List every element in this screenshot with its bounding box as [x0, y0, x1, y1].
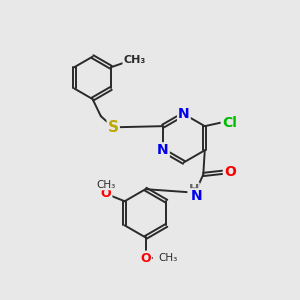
Text: CH₃: CH₃: [97, 180, 116, 190]
Text: S: S: [108, 120, 119, 135]
Text: O: O: [140, 252, 151, 265]
Text: Cl: Cl: [222, 116, 237, 130]
Text: CH₃: CH₃: [158, 253, 177, 263]
Text: N: N: [191, 189, 202, 203]
Text: O: O: [101, 187, 111, 200]
Text: N: N: [157, 143, 169, 157]
Text: CH₃: CH₃: [123, 55, 146, 65]
Text: H: H: [188, 183, 199, 196]
Text: N: N: [178, 107, 190, 121]
Text: O: O: [224, 165, 236, 179]
